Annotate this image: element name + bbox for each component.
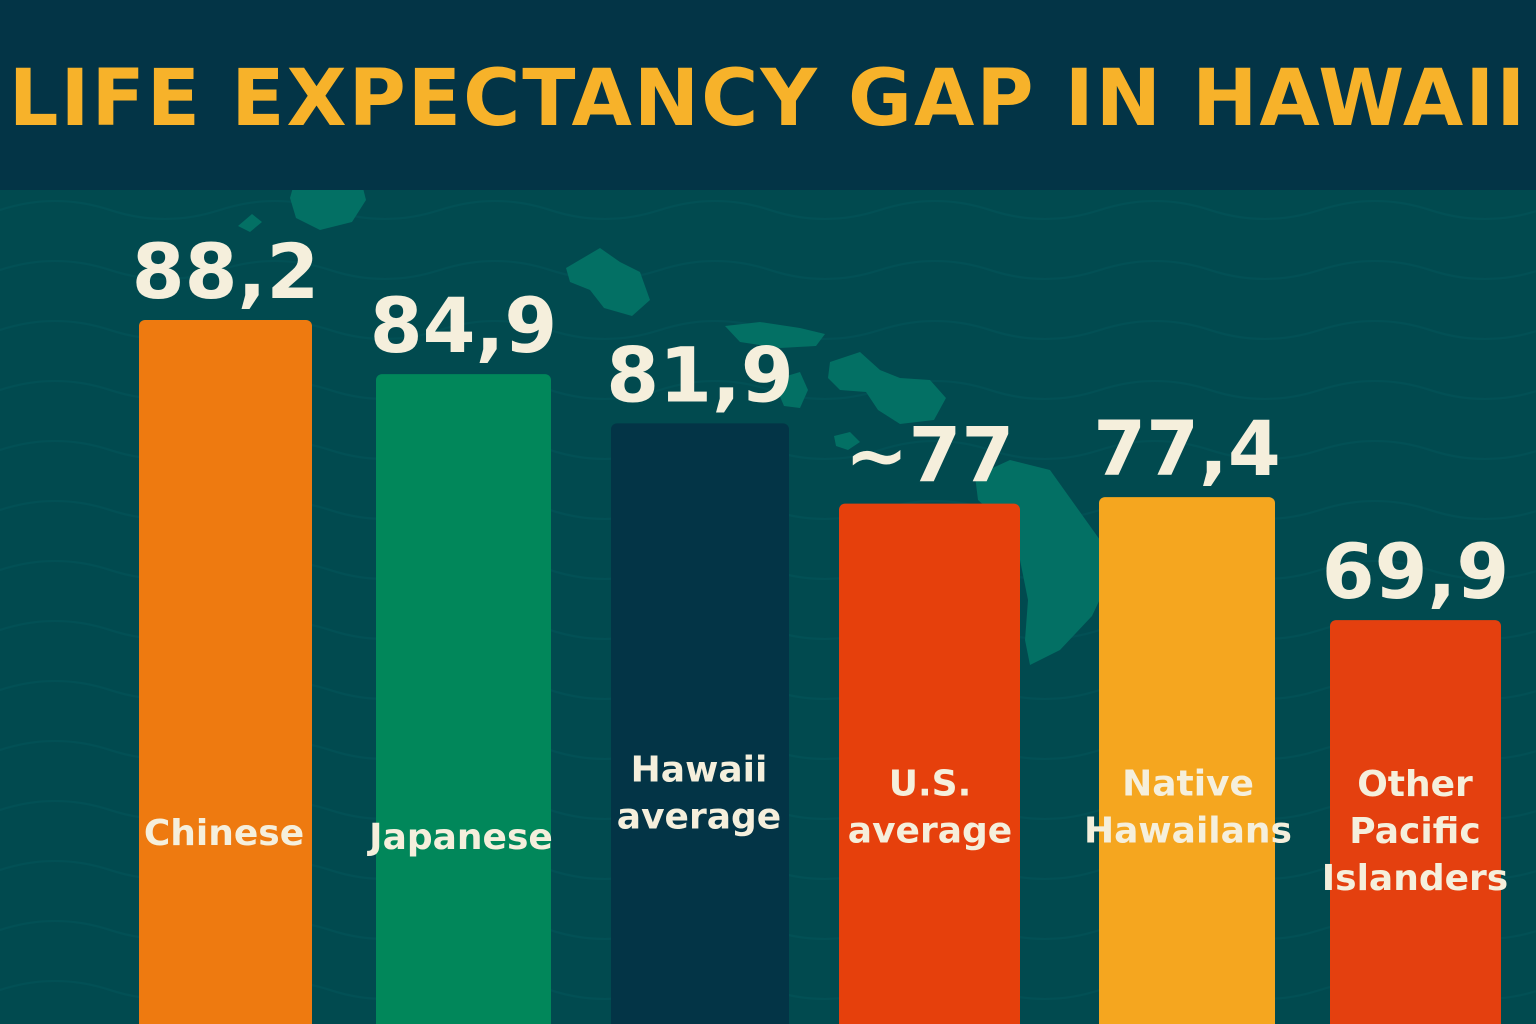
island-lanai: [778, 372, 808, 408]
bar-1: [139, 320, 312, 1024]
value-label-5: 77,4: [1093, 404, 1281, 493]
category-label-line: U.S.: [889, 764, 972, 805]
category-label-5: Native Hawailans: [1084, 764, 1292, 852]
category-label-line: Islanders: [1322, 858, 1508, 899]
island-oahu: [566, 248, 650, 316]
category-label-line: Hawailans: [1084, 811, 1292, 852]
category-label-1: Chinese: [144, 813, 304, 854]
category-label-line: Pacific: [1349, 811, 1480, 852]
bar-5: [1099, 497, 1275, 1024]
bar-6: [1330, 620, 1501, 1024]
category-label-3: Hawaii average: [617, 750, 781, 838]
bar-3: [611, 423, 789, 1024]
value-label-6: 69,9: [1322, 527, 1510, 616]
category-label-4: U.S. average: [848, 764, 1012, 852]
value-label-4: ~77: [845, 411, 1014, 500]
category-label-2: Japanese: [366, 817, 553, 858]
bar-2: [376, 374, 551, 1024]
category-label-6: Other Pacific Islanders: [1322, 764, 1508, 899]
category-label-line: average: [617, 797, 781, 838]
island-maui: [828, 352, 946, 424]
value-label-2: 84,9: [370, 281, 558, 370]
category-label-line: average: [848, 811, 1012, 852]
value-label-3: 81,9: [606, 330, 794, 419]
title-band: LIFE EXPECTANCY GAP IN HAWAII: [0, 0, 1536, 190]
value-label-1: 88,2: [132, 227, 320, 316]
chart-title: LIFE EXPECTANCY GAP IN HAWAII: [8, 54, 1528, 144]
bars-layer: 88,2 Chinese 84,9 Japanese 81,9 Hawaii average…: [132, 227, 1510, 1024]
island-molokai: [725, 322, 825, 348]
category-label-line: Hawaii: [631, 750, 768, 791]
bar-4: [839, 503, 1020, 1024]
category-label-line: Native: [1122, 764, 1254, 805]
category-label-line: Japanese: [366, 817, 553, 858]
category-label-line: Other: [1357, 764, 1473, 805]
island-niihau: [238, 214, 262, 232]
category-label-line: Chinese: [144, 813, 304, 854]
island-kahoolawe: [834, 432, 860, 450]
